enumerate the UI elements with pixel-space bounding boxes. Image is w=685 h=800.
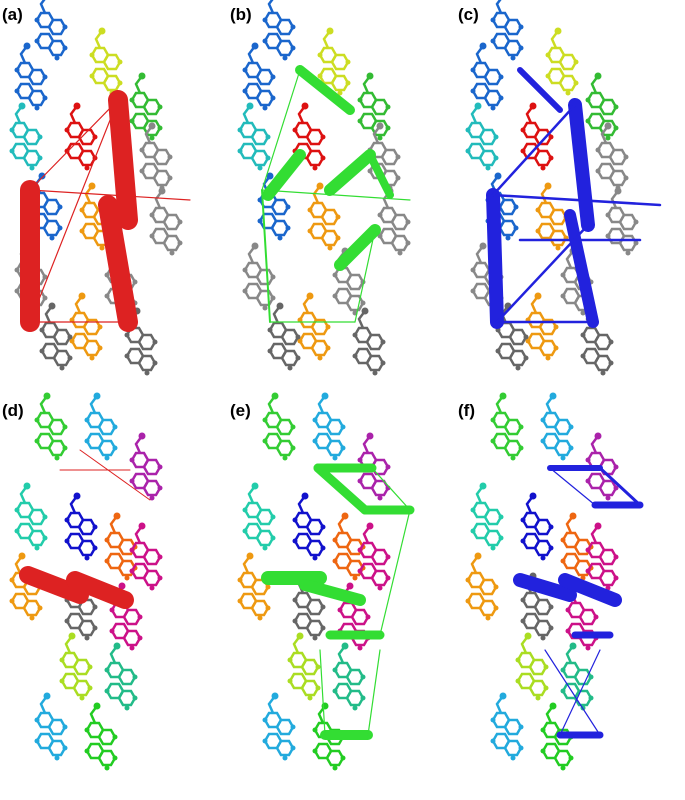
energy-framework xyxy=(261,463,415,740)
panel-e: (e) xyxy=(230,393,415,771)
panel-label: (e) xyxy=(230,401,251,420)
energy-framework xyxy=(513,465,644,739)
panel-label: (b) xyxy=(230,5,252,24)
panel-f: (f) xyxy=(458,393,644,771)
energy-framework xyxy=(486,67,662,329)
energy-framework xyxy=(261,65,411,323)
energy-framework xyxy=(19,449,151,609)
panel-c: (c) xyxy=(458,0,662,376)
panel-label: (d) xyxy=(2,401,24,420)
panel-label: (c) xyxy=(458,5,479,24)
panel-d: (d) xyxy=(2,393,163,771)
panel-label: (a) xyxy=(2,5,23,24)
panel-b: (b) xyxy=(230,0,411,376)
panel-a: (a) xyxy=(2,0,191,376)
panel-label: (f) xyxy=(458,401,475,420)
energy-framework xyxy=(20,90,191,332)
